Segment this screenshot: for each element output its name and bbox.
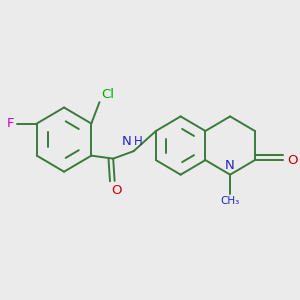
Text: H: H <box>134 135 143 148</box>
Text: F: F <box>7 117 15 130</box>
Text: Cl: Cl <box>101 88 114 101</box>
Text: O: O <box>287 154 297 166</box>
Text: N: N <box>122 135 131 148</box>
Text: O: O <box>111 184 121 197</box>
Text: N: N <box>225 159 235 172</box>
Text: CH₃: CH₃ <box>220 196 240 206</box>
